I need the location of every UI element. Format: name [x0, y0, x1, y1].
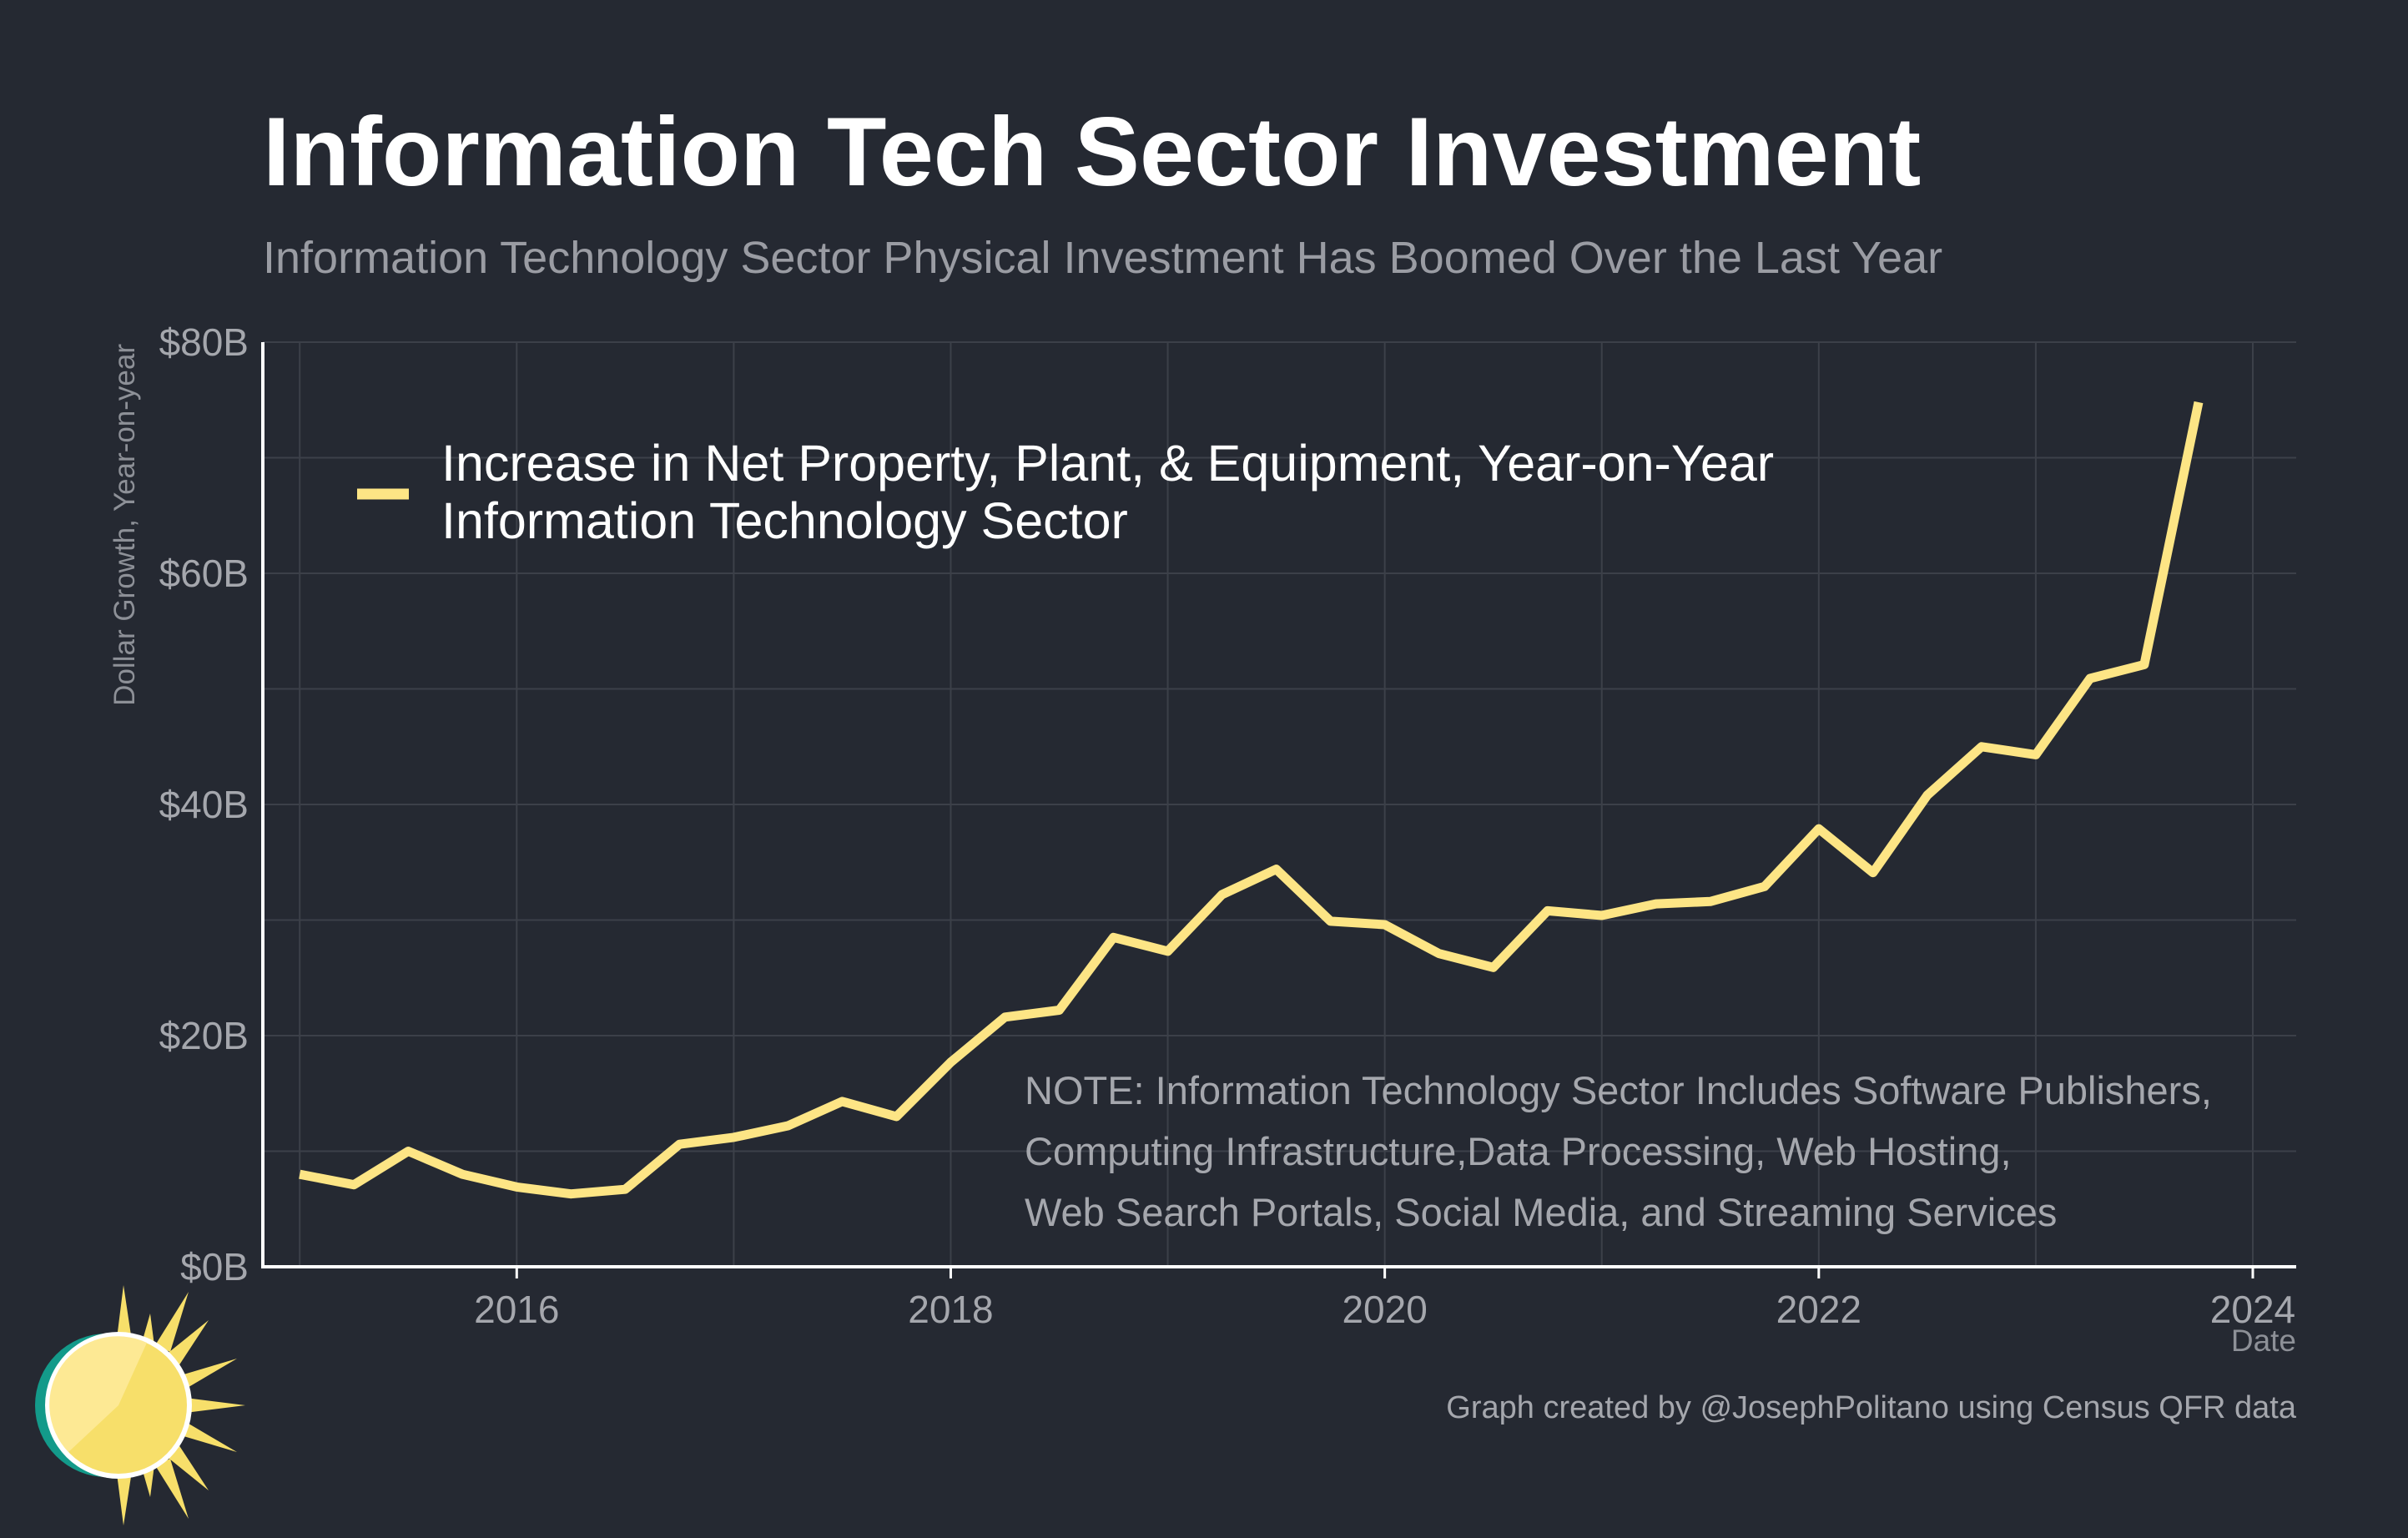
legend: Increase in Net Property, Plant, & Equip… [357, 435, 1774, 549]
x-tick-label: 2018 [908, 1288, 993, 1331]
y-tick-label: $60B [159, 552, 249, 595]
grid-lines [263, 341, 2296, 1267]
note-line-3: Web Search Portals, Social Media, and St… [1025, 1190, 2057, 1234]
note-annotation: NOTE: Information Technology Sector Incl… [1025, 1068, 2212, 1234]
tick-labels: $0B $20B $40B $60B $80B 2016 2018 2020 2022 2024 [159, 320, 2296, 1331]
note-line-1: NOTE: Information Technology Sector Incl… [1025, 1068, 2212, 1112]
x-tick-label: 2022 [1776, 1288, 1861, 1331]
x-tick-label: 2016 [474, 1288, 559, 1331]
chart-subtitle: Information Technology Sector Physical I… [263, 233, 1942, 283]
x-tick-label: 2024 [2210, 1288, 2295, 1331]
credit-text: Graph created by @JosephPolitano using C… [1446, 1390, 2297, 1425]
y-tick-label: $20B [159, 1014, 249, 1057]
x-axis-title: Date [2231, 1324, 2296, 1358]
axes [261, 342, 2296, 1268]
x-tick-label: 2020 [1342, 1288, 1427, 1331]
series-line [299, 401, 2204, 1199]
legend-label-line1: Increase in Net Property, Plant, & Equip… [441, 435, 1774, 492]
y-tick-label: $0B [180, 1245, 249, 1288]
note-line-2: Computing Infrastructure,Data Processing… [1025, 1129, 2012, 1173]
y-tick-label: $40B [159, 783, 249, 826]
legend-label-line2: Information Technology Sector [441, 492, 1128, 549]
logo-sun-highlight [49, 1336, 148, 1452]
chart-title: Information Tech Sector Investment [263, 97, 1921, 206]
sun-logo-icon [35, 1285, 245, 1525]
y-axis-title: Dollar Growth, Year-on-year [108, 344, 141, 706]
series-layer [299, 401, 2204, 1199]
y-tick-label: $80B [159, 320, 249, 364]
